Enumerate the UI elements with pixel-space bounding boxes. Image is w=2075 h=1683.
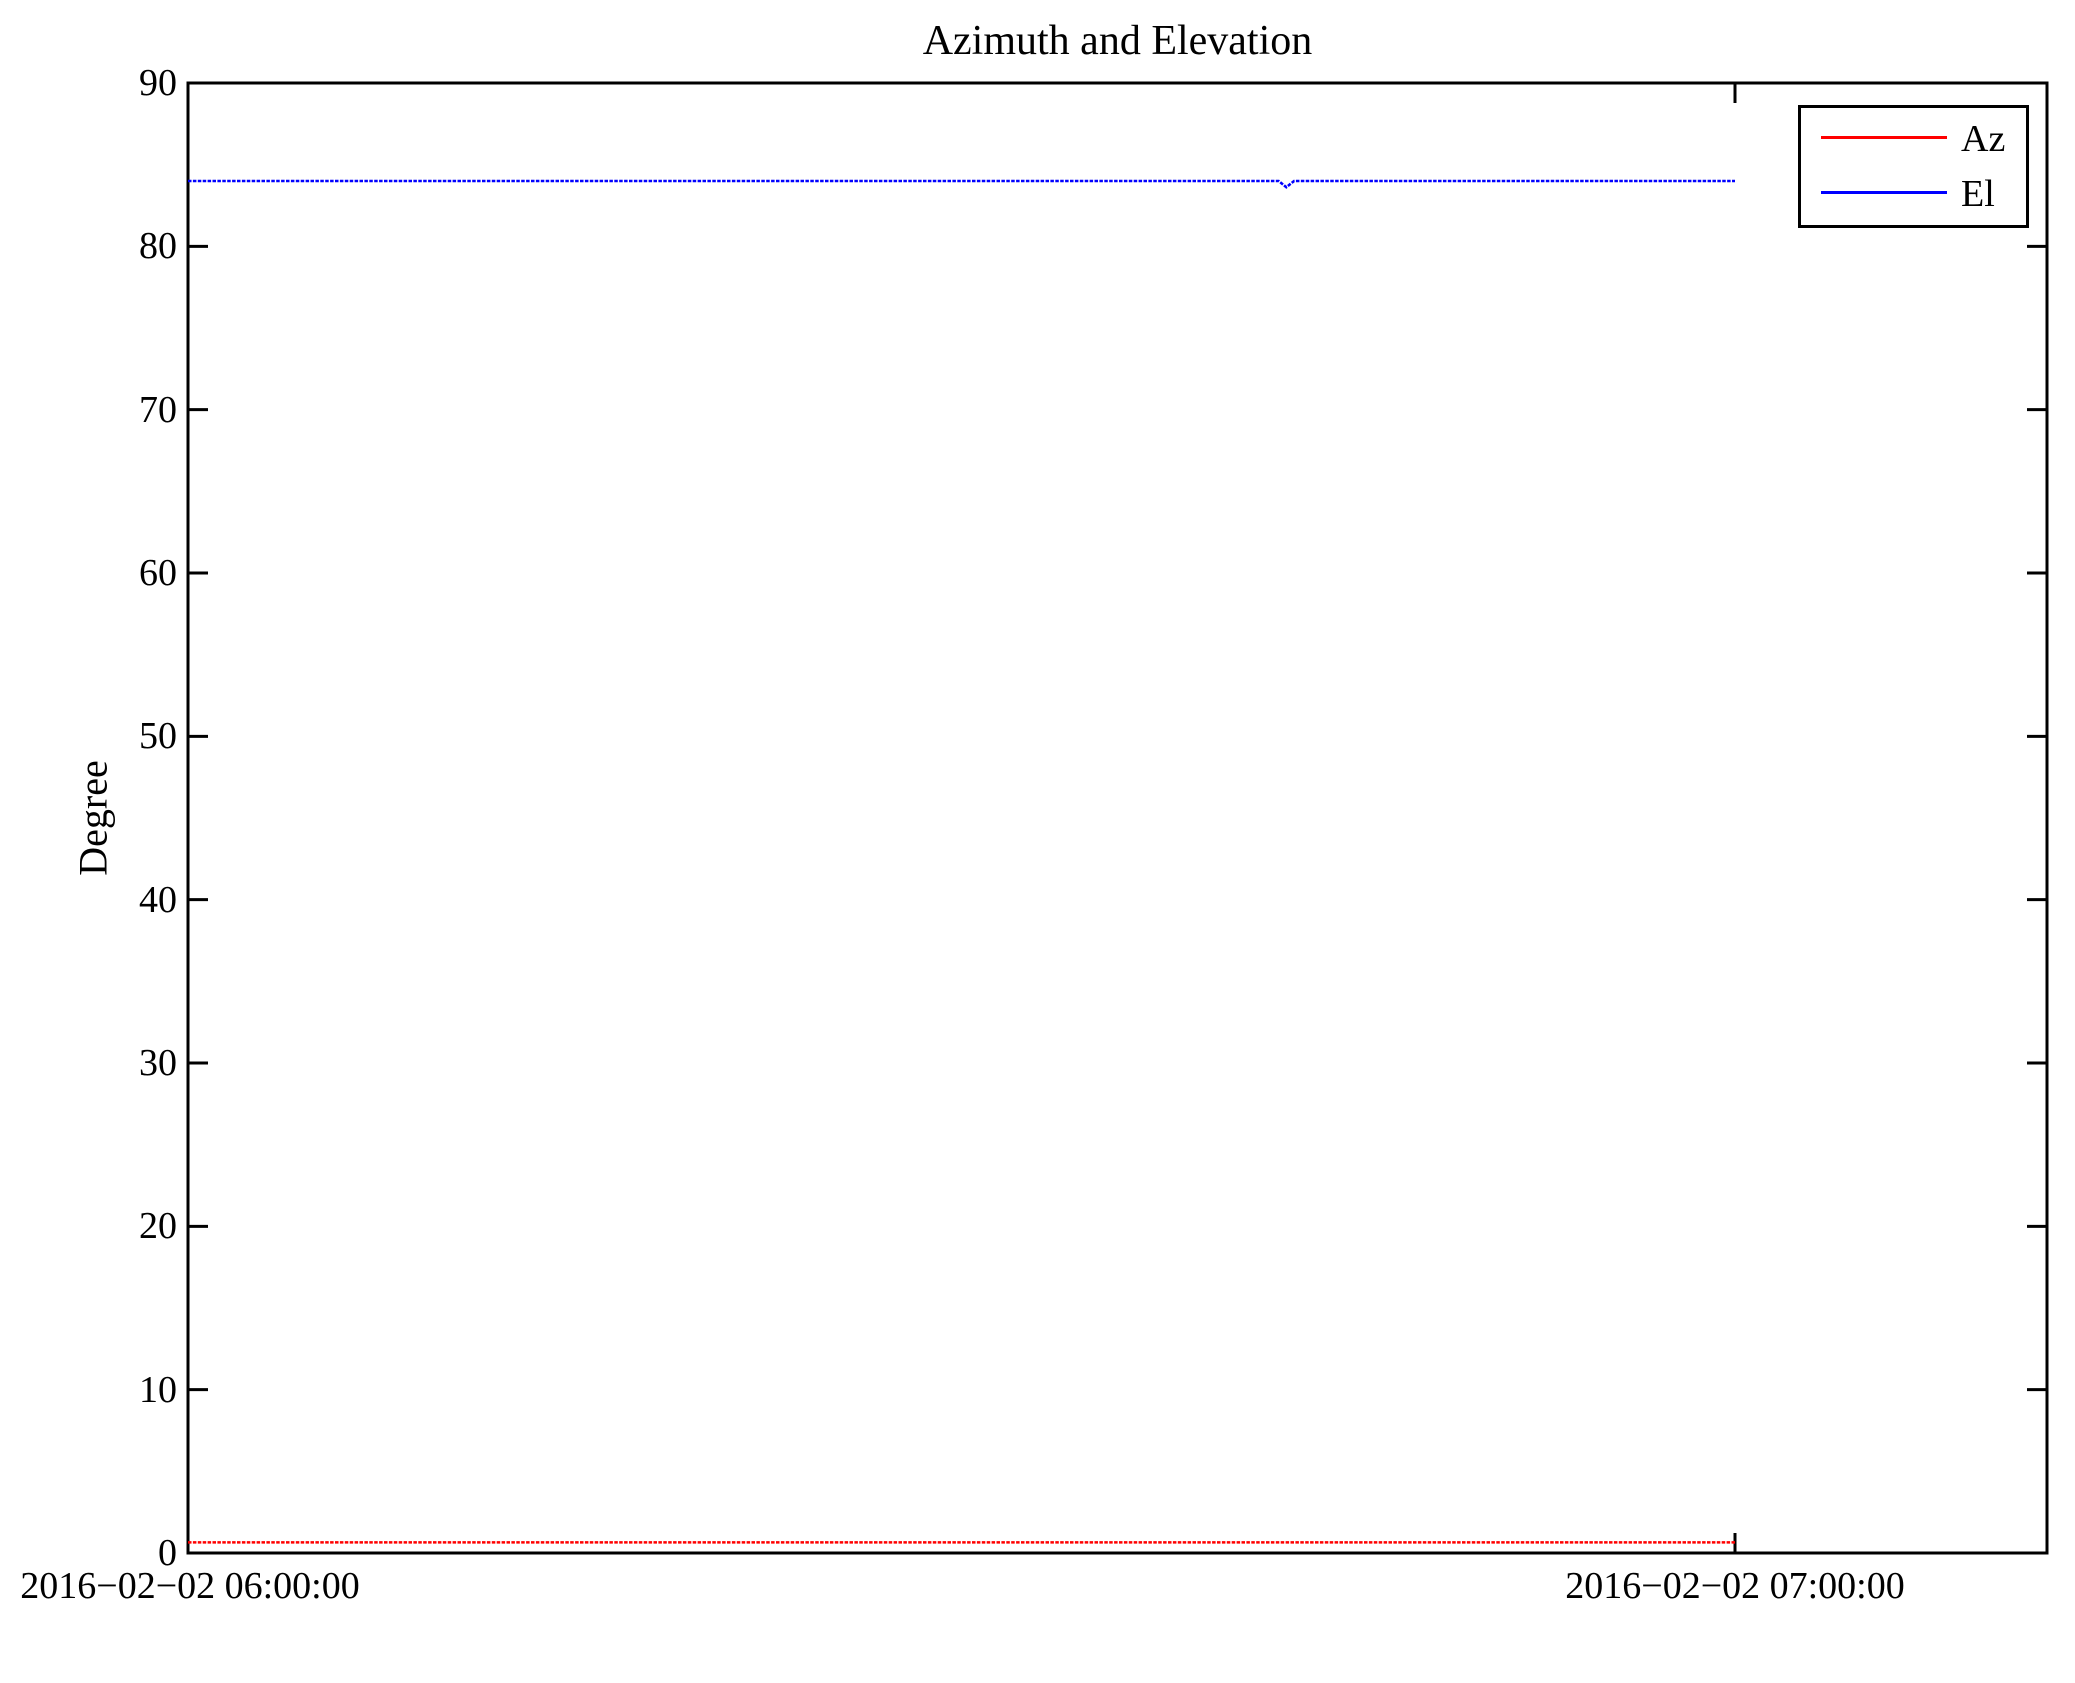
legend-label-az: Az xyxy=(1961,118,2006,160)
legend-swatch-az xyxy=(1821,136,1947,139)
y-tick-label: 60 xyxy=(139,552,177,594)
axis-box xyxy=(186,81,2049,1555)
y-tick-label: 30 xyxy=(139,1042,177,1084)
y-tick-label: 80 xyxy=(139,225,177,268)
y-tick-label: 20 xyxy=(139,1205,177,1248)
y-tick-label: 70 xyxy=(139,388,177,431)
y-tick-label: 90 xyxy=(139,62,177,104)
y-tick-label: 10 xyxy=(139,1368,177,1411)
chart-title: Azimuth and Elevation xyxy=(922,18,1313,64)
legend-swatch-el xyxy=(1821,191,1947,194)
legend: Az El xyxy=(1798,105,2029,228)
series-line-el xyxy=(188,179,1735,189)
y-tick-label: 0 xyxy=(158,1532,177,1574)
y-tick-label: 50 xyxy=(139,715,177,758)
y-tick-label: 40 xyxy=(139,878,177,921)
x-tick-label-end: 2016−02−02 07:00:00 xyxy=(1565,1565,1905,1607)
legend-label-el: El xyxy=(1961,173,1995,215)
x-tick-label-start: 2016−02−02 06:00:00 xyxy=(20,1565,360,1607)
